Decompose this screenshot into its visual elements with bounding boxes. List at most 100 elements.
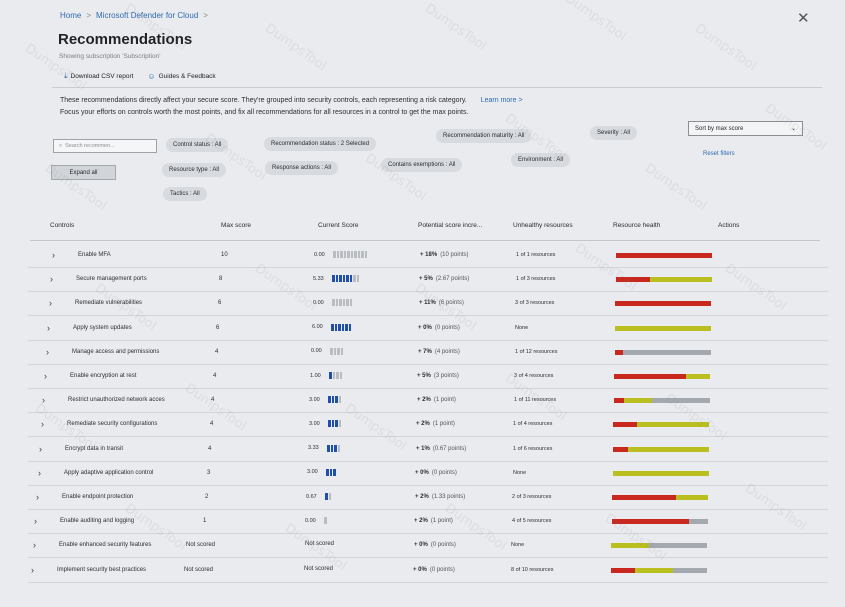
potential-score-increase: + 2% (1 point) [417, 397, 456, 403]
table-row[interactable]: › Enable endpoint protection 2 0.67 + 2% (1.3… [0, 486, 845, 510]
unhealthy-resources: 8 of 10 resources [511, 566, 554, 573]
table-row[interactable]: › Enable encryption at rest 4 1.00 + 5% (3 po… [0, 365, 845, 389]
control-name[interactable]: Manage access and permissions [72, 348, 160, 355]
row-divider [28, 363, 828, 365]
chevron-right-icon[interactable]: › [52, 250, 55, 260]
table-header-divider [30, 240, 820, 241]
control-name[interactable]: Enable endpoint protection [62, 494, 134, 500]
health-healthy-segment [686, 374, 710, 379]
table-row[interactable]: › Remediate vulnerabilities 6 0.00 + 11% (6 p… [0, 292, 845, 317]
chevron-right-icon[interactable]: › [36, 492, 39, 502]
chevron-right-icon[interactable]: › [38, 467, 41, 478]
table-row[interactable]: › Enable enhanced security features Not sc… [0, 534, 845, 559]
filter-environment[interactable]: Environment : All [511, 153, 571, 167]
chevron-right-icon[interactable]: › [46, 346, 49, 357]
score-segment-remaining [364, 251, 367, 258]
column-header-max-score[interactable]: Max score [221, 222, 251, 229]
control-name[interactable]: Encrypt data in transit [65, 445, 124, 452]
resource-health-bar [615, 301, 711, 307]
table-row[interactable]: › Enable MFA 10 0.00 + 18% (10 points) 1 of 1 … [0, 244, 845, 268]
table-row[interactable]: › Implement security best practices Not sc… [0, 559, 845, 583]
table-row[interactable]: › Enable auditing and logging 1 0.00 + 2% (1 … [0, 510, 845, 535]
unhealthy-resources: 4 of 5 resources [512, 518, 552, 525]
watermark-text: DumpsTool [262, 20, 330, 75]
control-name[interactable]: Secure management ports [76, 276, 147, 283]
table-row[interactable]: › Remediate security configurations 4 3.00 +… [0, 413, 845, 438]
score-segment-remaining [332, 299, 335, 307]
unhealthy-resources: None [515, 324, 529, 331]
filter-severity[interactable]: Severity : All [590, 126, 638, 140]
chevron-right-icon[interactable]: › [44, 371, 47, 381]
chevron-right-icon[interactable]: › [47, 322, 50, 333]
table-row[interactable]: › Secure management ports 8 5.33 + 5% (2.67 p… [0, 268, 845, 293]
close-icon[interactable]: ✕ [797, 10, 810, 27]
control-name[interactable]: Enable auditing and logging [60, 518, 135, 525]
potential-points: (0 points) [431, 469, 457, 476]
learn-more-link[interactable]: Learn more > [480, 97, 523, 104]
download-csv-label: Download CSV report [70, 72, 134, 80]
control-name[interactable]: Apply adaptive application control [64, 469, 154, 476]
search-input[interactable]: ⌕ Search recommen... [53, 139, 157, 153]
control-name[interactable]: Apply system updates [73, 324, 132, 331]
sort-select-value: Sort by max score [695, 125, 744, 132]
breadcrumb-defender[interactable]: Microsoft Defender for Cloud [96, 11, 199, 20]
resource-health-bar [611, 543, 707, 549]
column-header-unhealthy-resources[interactable]: Unhealthy resources [513, 222, 573, 229]
potential-percent: + 11% [419, 300, 436, 307]
health-unhealthy-segment [613, 422, 637, 428]
control-name[interactable]: Enable encryption at rest [70, 373, 137, 379]
expand-all-button[interactable]: Expand all [51, 165, 116, 180]
chevron-right-icon[interactable]: › [34, 516, 37, 527]
guides-feedback-button[interactable]: ☺ Guides & Feedback [147, 71, 215, 81]
unhealthy-resources: 1 of 3 resources [516, 276, 556, 283]
health-not-applicable-segment [649, 543, 707, 549]
reset-filters-link[interactable]: Reset filters [703, 151, 735, 157]
chevron-right-icon[interactable]: › [49, 298, 52, 309]
current-score-value: 5.33 [313, 275, 324, 282]
table-row[interactable]: › Encrypt data in transit 4 3.33 + 1% (0.67 p… [0, 438, 845, 462]
max-score: 4 [213, 373, 217, 379]
sort-select[interactable]: Sort by max score ⌄ [688, 121, 803, 136]
chevron-right-icon[interactable]: › [31, 564, 34, 575]
filter-tactics[interactable]: Tactics : All [163, 187, 207, 201]
control-name[interactable]: Remediate vulnerabilities [75, 300, 143, 307]
chevron-right-icon[interactable]: › [33, 540, 36, 551]
breadcrumb-home[interactable]: Home [60, 11, 82, 20]
filter-control-status[interactable]: Control status : All [166, 138, 229, 152]
score-segment-remaining [349, 299, 352, 307]
download-csv-button[interactable]: ⤓ Download CSV report [64, 71, 133, 81]
table-row[interactable]: › Restrict unauthorized network acces 4 3.0… [0, 389, 845, 414]
column-header-potential-increase[interactable]: Potential score incre... [418, 222, 483, 229]
score-segment-remaining [346, 299, 349, 307]
filter-response-actions[interactable]: Response actions : All [265, 161, 339, 175]
control-name[interactable]: Enable MFA [78, 252, 111, 258]
score-segment-remaining [333, 347, 336, 355]
table-row[interactable]: › Apply system updates 6 6.00 + 0% (0 points)… [0, 317, 845, 341]
chevron-right-icon[interactable]: › [42, 395, 45, 406]
filter-recommendation-status[interactable]: Recommendation status : 2 Selected [264, 137, 377, 151]
column-header-controls[interactable]: Controls [50, 222, 75, 229]
control-name[interactable]: Remediate security configurations [67, 421, 158, 428]
filter-contains-exemptions[interactable]: Contains exemptions : All [381, 158, 463, 172]
unhealthy-resources: 1 of 4 resources [513, 421, 553, 428]
control-name[interactable]: Enable enhanced security features [59, 542, 152, 549]
chevron-right-icon[interactable]: › [39, 443, 42, 454]
column-header-current-score[interactable]: Current Score [318, 222, 359, 229]
control-name[interactable]: Implement security best practices [57, 566, 147, 573]
search-icon: ⌕ [59, 142, 63, 149]
table-row[interactable]: › Apply adaptive application control 3 3.00… [0, 462, 845, 486]
potential-percent: + 1% [416, 445, 430, 452]
filter-recommendation-maturity[interactable]: Recommendation maturity : All [436, 129, 532, 143]
column-header-resource-health[interactable]: Resource health [613, 222, 661, 229]
table-row[interactable]: › Manage access and permissions 4 0.00 + 7%(… [0, 341, 845, 365]
score-segment-achieved [329, 372, 332, 379]
control-name[interactable]: Restrict unauthorized network acces [68, 397, 165, 404]
current-score: 3.00 [307, 468, 336, 476]
filter-resource-type[interactable]: Resource type : All [162, 163, 227, 177]
resource-health-bar [612, 519, 708, 525]
potential-percent: + 2% [415, 494, 429, 500]
score-bar [329, 372, 342, 379]
chevron-right-icon[interactable]: › [41, 419, 44, 430]
score-segment-achieved [335, 396, 338, 404]
chevron-right-icon[interactable]: › [50, 274, 53, 285]
